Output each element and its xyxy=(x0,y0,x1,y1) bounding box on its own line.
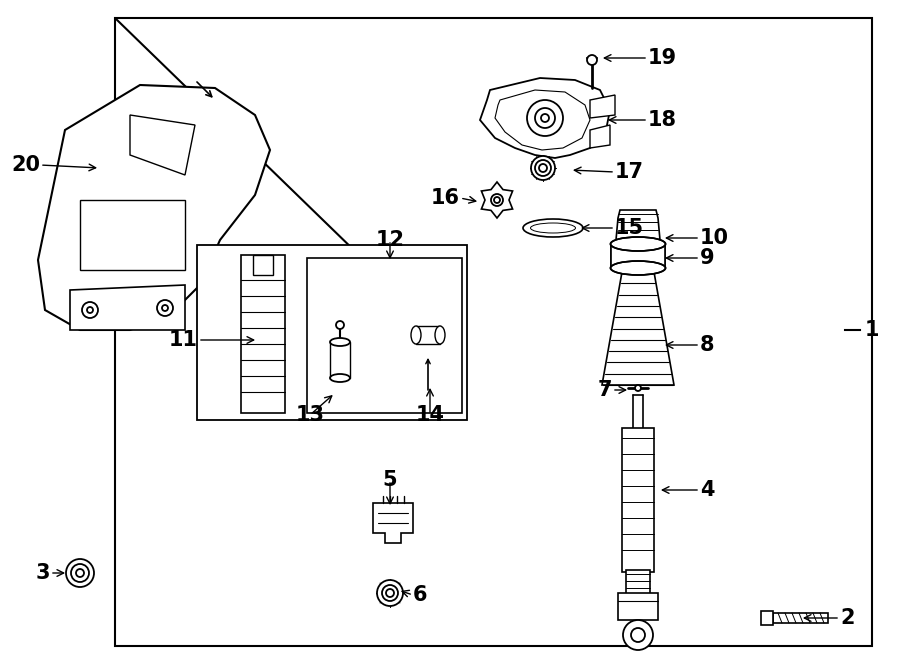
Polygon shape xyxy=(480,78,610,158)
Circle shape xyxy=(162,305,168,311)
Circle shape xyxy=(87,307,93,313)
Circle shape xyxy=(631,628,645,642)
Text: 18: 18 xyxy=(648,110,677,130)
Text: 10: 10 xyxy=(700,228,729,248)
Polygon shape xyxy=(618,593,658,620)
Text: 12: 12 xyxy=(375,230,404,250)
Circle shape xyxy=(535,160,551,176)
Polygon shape xyxy=(70,285,185,330)
Circle shape xyxy=(66,559,94,587)
Text: 8: 8 xyxy=(700,335,715,355)
Circle shape xyxy=(386,589,394,597)
Circle shape xyxy=(539,164,547,172)
Circle shape xyxy=(336,321,344,329)
Ellipse shape xyxy=(523,219,583,237)
Bar xyxy=(253,255,273,275)
Text: 1: 1 xyxy=(865,320,879,340)
Text: 7: 7 xyxy=(598,380,612,400)
Polygon shape xyxy=(130,115,195,175)
Polygon shape xyxy=(38,85,270,330)
Circle shape xyxy=(635,385,641,391)
Circle shape xyxy=(76,569,84,577)
Text: 17: 17 xyxy=(615,162,644,182)
Polygon shape xyxy=(80,200,185,270)
Text: 14: 14 xyxy=(416,405,445,425)
Text: 4: 4 xyxy=(700,480,715,500)
Text: 19: 19 xyxy=(648,48,677,68)
Circle shape xyxy=(491,194,503,206)
Polygon shape xyxy=(622,428,654,572)
Ellipse shape xyxy=(610,261,665,275)
Polygon shape xyxy=(590,125,610,148)
Text: 11: 11 xyxy=(169,330,198,350)
Bar xyxy=(115,18,872,646)
Text: 6: 6 xyxy=(413,585,428,605)
Text: 13: 13 xyxy=(295,405,325,425)
Bar xyxy=(197,245,467,420)
Polygon shape xyxy=(773,613,828,623)
Circle shape xyxy=(531,156,555,180)
Text: 5: 5 xyxy=(382,470,397,490)
Polygon shape xyxy=(626,570,650,595)
Polygon shape xyxy=(602,272,674,385)
Ellipse shape xyxy=(330,338,350,346)
Circle shape xyxy=(157,300,173,316)
Circle shape xyxy=(377,580,403,606)
Circle shape xyxy=(71,564,89,582)
Polygon shape xyxy=(373,503,413,543)
Polygon shape xyxy=(616,210,660,240)
Circle shape xyxy=(587,55,597,65)
Circle shape xyxy=(535,108,555,128)
Circle shape xyxy=(527,100,563,136)
Text: 16: 16 xyxy=(431,188,460,208)
Text: 20: 20 xyxy=(11,155,40,175)
Text: 3: 3 xyxy=(35,563,50,583)
Ellipse shape xyxy=(610,237,665,251)
Polygon shape xyxy=(495,90,590,150)
Text: 15: 15 xyxy=(615,218,644,238)
Ellipse shape xyxy=(411,326,421,344)
Text: 9: 9 xyxy=(700,248,715,268)
Text: 2: 2 xyxy=(840,608,854,628)
Circle shape xyxy=(623,620,653,650)
Polygon shape xyxy=(241,255,285,413)
Ellipse shape xyxy=(435,326,445,344)
Circle shape xyxy=(382,585,398,601)
Ellipse shape xyxy=(330,374,350,382)
Circle shape xyxy=(82,302,98,318)
Circle shape xyxy=(541,114,549,122)
Ellipse shape xyxy=(530,223,575,233)
Bar xyxy=(307,258,462,413)
Polygon shape xyxy=(590,95,615,118)
Circle shape xyxy=(494,197,500,203)
Polygon shape xyxy=(761,611,773,625)
Bar xyxy=(611,244,665,268)
Polygon shape xyxy=(482,182,513,218)
